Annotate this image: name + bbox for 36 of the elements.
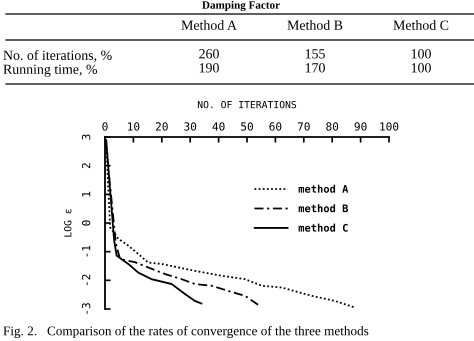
legend-label: method B bbox=[298, 204, 348, 212]
y-tick-label: 3 bbox=[82, 134, 90, 140]
x-tick-label: 60 bbox=[269, 122, 282, 131]
x-tick-label: 80 bbox=[326, 122, 338, 131]
x-tick-label: 30 bbox=[184, 122, 196, 131]
data-label: 260 bbox=[199, 49, 219, 58]
x-tick-label: Method B bbox=[287, 20, 342, 30]
legend-label: method A bbox=[298, 184, 348, 193]
data-label: 100 bbox=[412, 63, 431, 72]
y-tick-label: 2 bbox=[82, 163, 90, 168]
y-tick-label: -3 bbox=[82, 303, 90, 314]
y-axis-title: LOG ε bbox=[64, 209, 72, 237]
y-tick-label: No. of iterations, % bbox=[3, 50, 112, 62]
y-tick-label: 1 bbox=[82, 192, 90, 196]
x-tick-label: Method C bbox=[393, 20, 448, 30]
y-tick-label: 0 bbox=[82, 220, 90, 226]
caption: Fig. 2. Comparison of the rates of convergence of the three methods bbox=[3, 326, 368, 338]
x-axis-title: NO. OF ITERATIONS bbox=[198, 100, 296, 108]
y-tick-label: -1 bbox=[82, 246, 90, 256]
x-tick-label: 50 bbox=[241, 122, 253, 131]
legend-label: method C bbox=[298, 224, 348, 232]
data-label: 100 bbox=[412, 49, 431, 58]
x-tick-label: 100 bbox=[380, 122, 398, 131]
data-label: 170 bbox=[306, 63, 325, 72]
data-label: 155 bbox=[306, 49, 325, 58]
x-tick-label: 70 bbox=[298, 122, 310, 131]
data-label: 190 bbox=[200, 63, 219, 72]
x-tick-label: 10 bbox=[128, 122, 140, 131]
x-tick-label: 20 bbox=[156, 122, 168, 131]
x-tick-label: 90 bbox=[354, 122, 367, 131]
chart-title: Damping Factor bbox=[202, 0, 280, 12]
x-tick-label: 0 bbox=[102, 122, 108, 131]
x-tick-label: Method A bbox=[181, 20, 237, 30]
x-tick-label: 40 bbox=[212, 122, 225, 131]
y-tick-label: Running time, % bbox=[3, 64, 98, 77]
y-tick-label: -2 bbox=[82, 274, 90, 286]
